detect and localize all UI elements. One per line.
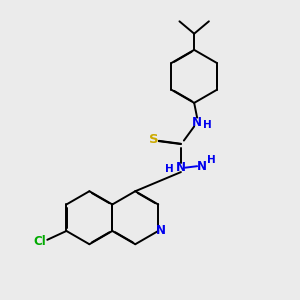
Text: H: H — [203, 120, 212, 130]
Text: H: H — [165, 164, 174, 174]
Text: N: N — [176, 161, 186, 174]
Text: Cl: Cl — [34, 235, 46, 248]
Text: N: N — [156, 224, 166, 238]
Text: N: N — [192, 116, 202, 128]
Text: N: N — [196, 160, 206, 173]
Text: S: S — [149, 133, 158, 146]
Text: H: H — [208, 155, 216, 165]
